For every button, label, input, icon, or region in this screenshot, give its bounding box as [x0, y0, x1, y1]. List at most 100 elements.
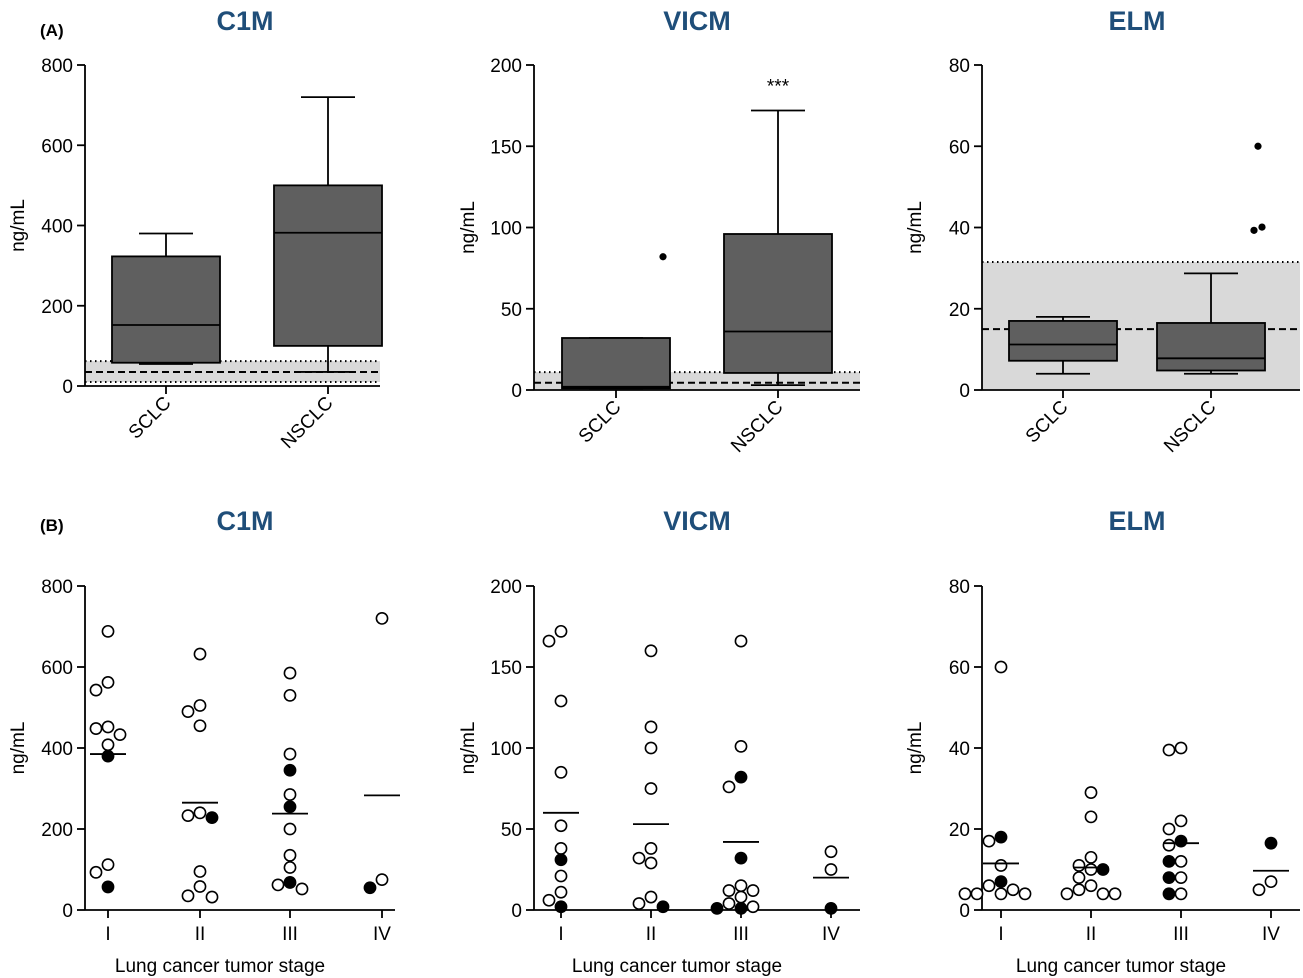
- stage-group-i: [89, 624, 127, 894]
- box-body: [273, 184, 383, 347]
- open-point: [193, 880, 207, 893]
- stage-group-iv: [1252, 836, 1289, 897]
- open-point: [375, 873, 389, 887]
- y-tick-label: 40: [949, 739, 970, 760]
- open-point: [644, 842, 658, 855]
- y-axis-label: ng/mL: [905, 722, 926, 775]
- open-point: [1264, 875, 1278, 889]
- open-point: [113, 728, 127, 742]
- open-point: [375, 612, 389, 625]
- y-tick-label: 150: [490, 658, 522, 679]
- y-tick-label: 20: [949, 820, 970, 841]
- chart-elm-box: ELM ng/mL 0 20 40 60 80 SCLC NSCLC: [905, 6, 1300, 457]
- open-point: [644, 856, 658, 870]
- open-point: [554, 869, 568, 883]
- open-point: [632, 897, 646, 910]
- outlier-point: [1258, 223, 1266, 231]
- significance-annotation: ***: [767, 77, 790, 98]
- open-point: [193, 806, 207, 820]
- open-point: [722, 884, 736, 897]
- open-point: [1072, 871, 1086, 884]
- filled-point: [710, 901, 724, 915]
- x-tick-label: I: [105, 924, 110, 945]
- open-point: [1174, 741, 1188, 755]
- x-tick-label: IV: [1262, 924, 1280, 945]
- box-nsclc: [273, 96, 383, 373]
- filled-point: [205, 811, 219, 825]
- stage-group-i: [542, 624, 579, 914]
- x-tick-label: II: [195, 924, 206, 945]
- open-point: [193, 865, 207, 878]
- open-point: [1084, 879, 1098, 893]
- filled-point: [101, 880, 115, 894]
- open-point: [554, 694, 568, 708]
- open-point: [283, 822, 297, 836]
- y-tick-label: 600: [41, 136, 73, 157]
- open-point: [283, 861, 297, 874]
- chart-c1m-box: C1M ng/mL 0 200 400 600 800 SCLC NSCLC: [8, 6, 383, 453]
- x-tick-label: IV: [373, 924, 391, 945]
- y-axis-label: ng/mL: [905, 201, 926, 254]
- open-point: [89, 683, 103, 697]
- filled-point: [734, 851, 748, 865]
- y-tick-label: 40: [949, 219, 970, 240]
- stage-group-ii: [1060, 786, 1122, 901]
- y-tick-label: 400: [41, 739, 73, 760]
- chart-vicm-box: VICM ng/mL 0 50 100 150 200 SCLC NSCLC ***: [458, 6, 860, 457]
- open-point: [994, 859, 1008, 872]
- box-sclc: [1008, 315, 1118, 375]
- x-tick-label: II: [1086, 924, 1097, 945]
- open-point: [994, 887, 1008, 901]
- open-point: [734, 890, 748, 904]
- open-point: [1060, 887, 1074, 901]
- y-axis-label: ng/mL: [8, 722, 29, 775]
- filled-point: [1162, 855, 1176, 868]
- open-point: [193, 647, 207, 661]
- x-tick-label: SCLC: [575, 397, 626, 448]
- open-point: [542, 634, 556, 648]
- y-axis-label: ng/mL: [8, 199, 29, 252]
- open-point: [101, 858, 115, 872]
- open-point: [554, 765, 568, 779]
- open-point: [746, 900, 760, 914]
- filled-point: [283, 763, 297, 777]
- y-tick-label: 200: [490, 577, 522, 598]
- open-point: [554, 819, 568, 833]
- stage-group-iii: [1162, 741, 1199, 901]
- open-point: [283, 688, 297, 702]
- open-point: [554, 842, 568, 855]
- open-point: [1084, 786, 1098, 799]
- stage-group-ii: [632, 644, 670, 914]
- open-point: [722, 897, 736, 910]
- open-point: [982, 834, 996, 848]
- open-point: [1084, 810, 1098, 824]
- filled-point: [656, 900, 670, 914]
- open-point: [734, 879, 748, 893]
- open-point: [101, 675, 115, 689]
- open-point: [554, 885, 568, 899]
- open-point: [644, 890, 658, 904]
- open-point: [1072, 883, 1086, 897]
- open-point: [734, 634, 748, 648]
- filled-point: [363, 881, 377, 895]
- y-tick-label: 200: [41, 297, 73, 318]
- y-tick-label: 50: [501, 300, 522, 321]
- filled-point: [734, 770, 748, 784]
- open-point: [982, 879, 996, 893]
- filled-point: [1162, 871, 1176, 884]
- y-tick-label: 0: [511, 381, 522, 402]
- x-tick-label: II: [646, 924, 657, 945]
- open-point: [632, 851, 646, 865]
- open-point: [1084, 863, 1098, 876]
- filled-point: [1096, 863, 1110, 876]
- y-tick-label: 60: [949, 137, 970, 158]
- panel-label-a: (A): [40, 21, 64, 40]
- open-point: [970, 887, 984, 901]
- y-tick-label: 150: [490, 137, 522, 158]
- filled-point: [554, 853, 568, 867]
- open-point: [1072, 859, 1086, 872]
- x-tick-label: NSCLC: [277, 393, 337, 453]
- chart-title: C1M: [216, 506, 273, 536]
- y-tick-label: 200: [490, 56, 522, 77]
